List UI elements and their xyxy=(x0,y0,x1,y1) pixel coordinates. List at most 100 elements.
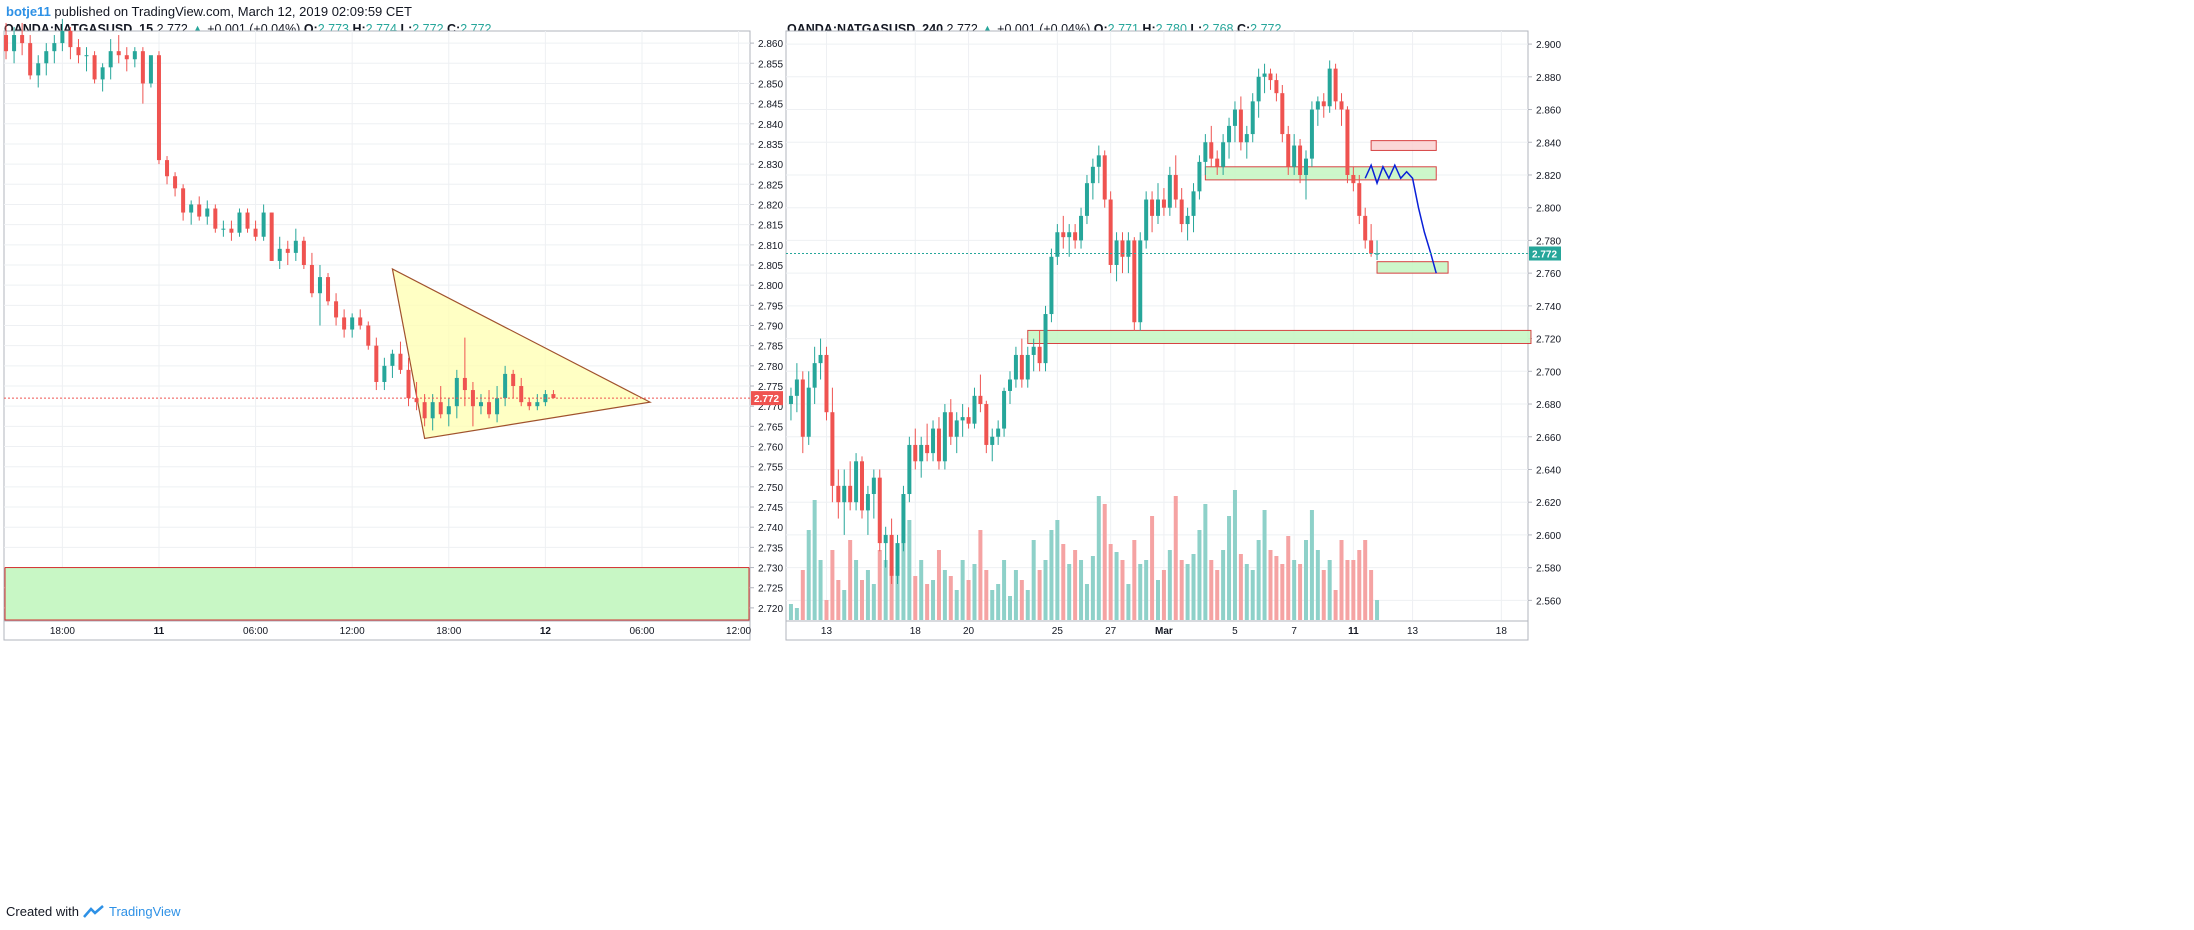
candle-body xyxy=(1238,109,1243,143)
candle-body xyxy=(382,365,387,382)
candle-body xyxy=(76,47,81,56)
candle-body xyxy=(1197,161,1202,192)
volume-bar xyxy=(1108,544,1113,620)
candle-body xyxy=(132,51,137,60)
candle-body xyxy=(895,543,900,576)
candle-body xyxy=(1280,93,1285,135)
candle-body xyxy=(1345,109,1350,175)
x-tick-label: 20 xyxy=(963,626,975,637)
x-tick-label: 12 xyxy=(540,626,552,637)
y-tick-label: 2.830 xyxy=(758,160,783,171)
candle-body xyxy=(1363,215,1368,241)
candle-body xyxy=(871,477,876,495)
candle-body xyxy=(1055,232,1060,257)
tradingview-link[interactable]: TradingView xyxy=(108,904,181,919)
candle-body xyxy=(1215,158,1220,167)
candle-body xyxy=(68,31,73,48)
candle-body xyxy=(1327,68,1332,107)
candle-body xyxy=(948,412,953,437)
x-tick-label: 27 xyxy=(1105,626,1117,637)
candle-body xyxy=(1262,73,1267,77)
volume-bar xyxy=(1327,560,1332,620)
y-tick-label: 2.795 xyxy=(758,301,783,312)
candle-body xyxy=(12,35,17,52)
candle-body xyxy=(173,176,178,189)
candle-body xyxy=(907,444,912,495)
candle-body xyxy=(836,485,841,503)
volume-bar xyxy=(1286,536,1291,620)
candle-body xyxy=(936,428,941,462)
candle-body xyxy=(883,534,888,544)
y-tick-label: 2.770 xyxy=(758,402,783,413)
candle-body xyxy=(1167,174,1172,208)
volume-bar xyxy=(1209,560,1214,620)
y-tick-label: 2.845 xyxy=(758,100,783,111)
y-tick-label: 2.785 xyxy=(758,342,783,353)
candle-body xyxy=(1369,240,1374,254)
volume-bar xyxy=(942,570,947,620)
candle-body xyxy=(430,402,435,419)
candle-body xyxy=(1114,240,1119,265)
volume-bar xyxy=(1037,570,1042,620)
candle-body xyxy=(1161,199,1166,208)
candle-body xyxy=(1061,232,1066,238)
candle-body xyxy=(1150,199,1155,216)
candle-body xyxy=(1043,314,1048,364)
volume-bar xyxy=(1227,516,1232,620)
volume-bar xyxy=(794,608,799,620)
y-tick-label: 2.660 xyxy=(1536,433,1561,444)
volume-bar xyxy=(1304,540,1308,620)
volume-bar xyxy=(1280,564,1285,620)
volume-bar xyxy=(1321,570,1326,620)
candle-body xyxy=(1138,240,1143,323)
volume-bar xyxy=(1197,530,1202,620)
last-price-label: 2.772 xyxy=(1532,250,1557,261)
volume-bar xyxy=(1144,560,1149,620)
candle-body xyxy=(285,248,290,253)
candle-body xyxy=(140,51,145,84)
y-tick-label: 2.880 xyxy=(1536,73,1561,84)
author-link[interactable]: botje11 xyxy=(6,4,51,19)
candle-body xyxy=(812,363,817,388)
volume-bar xyxy=(919,560,924,620)
plot-frame xyxy=(3,30,751,641)
candle-body xyxy=(996,428,1001,437)
candle-body xyxy=(1304,158,1308,175)
candle-body xyxy=(978,395,983,405)
tradingview-logo-icon xyxy=(83,904,104,918)
candle-body xyxy=(1315,101,1320,110)
candle-body xyxy=(1375,253,1380,255)
support-zone xyxy=(1376,261,1449,274)
candle-body xyxy=(1073,232,1078,241)
volume-bar xyxy=(954,590,959,620)
candle-body xyxy=(1244,134,1249,143)
volume-bar xyxy=(1055,520,1060,620)
publish-text: published on TradingView.com, March 12, … xyxy=(54,4,412,19)
volume-bar xyxy=(1268,550,1273,620)
candle-body xyxy=(326,277,331,302)
candle-body xyxy=(28,43,33,76)
volume-bar xyxy=(1203,504,1208,620)
candle-body xyxy=(919,444,924,462)
candle-body xyxy=(197,204,202,217)
candle-body xyxy=(100,67,105,80)
candle-body xyxy=(4,35,9,52)
candle-body xyxy=(269,212,274,261)
y-tick-label: 2.600 xyxy=(1536,531,1561,542)
candle-body xyxy=(374,345,379,382)
candle-body xyxy=(221,228,226,230)
x-tick-label: 13 xyxy=(1407,626,1419,637)
candle-body xyxy=(1096,155,1101,167)
candle-body xyxy=(865,494,870,511)
y-tick-label: 2.725 xyxy=(758,584,783,595)
volume-bar xyxy=(1369,570,1374,620)
y-tick-label: 2.800 xyxy=(1536,204,1561,215)
x-tick-label: Mar xyxy=(1155,626,1173,637)
volume-bar xyxy=(1025,590,1030,620)
y-tick-label: 2.825 xyxy=(758,180,783,191)
support-zone xyxy=(1027,329,1532,344)
y-tick-label: 2.820 xyxy=(1536,171,1561,182)
candle-body xyxy=(406,369,411,399)
candle-body xyxy=(205,208,210,217)
